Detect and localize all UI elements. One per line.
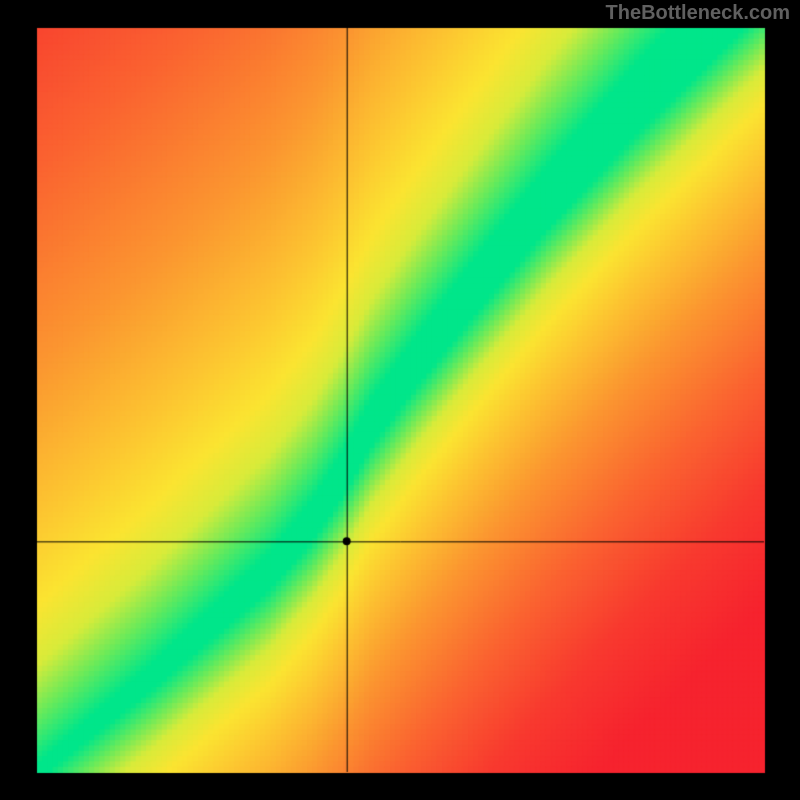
bottleneck-heatmap — [0, 0, 800, 800]
watermark-text: TheBottleneck.com — [606, 2, 790, 25]
chart-container: TheBottleneck.com — [0, 0, 800, 800]
